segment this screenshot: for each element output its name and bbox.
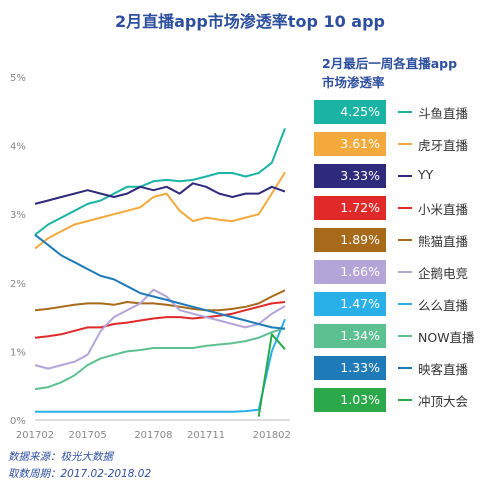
x-tick-label: 201802: [253, 430, 291, 441]
series-line-8: [34, 234, 286, 330]
legend-title: 2月最后一周各直播app 市场渗透率: [322, 54, 492, 92]
legend-value-badge: 1.33%: [314, 356, 386, 380]
legend-swatch: [398, 239, 412, 241]
legend-value-badge: 3.33%: [314, 164, 386, 188]
legend-series-name: 斗鱼直播: [418, 106, 469, 121]
legend-item: 3.33% YY: [314, 164, 494, 188]
y-tick-label: 0%: [10, 416, 26, 427]
legend-swatch: [398, 175, 412, 177]
legend-series-name: NOW直播: [418, 330, 475, 345]
y-axis: 0% 1% 2% 3% 4% 5%: [10, 73, 26, 427]
legend-item: 3.61% 虎牙直播: [314, 132, 494, 156]
x-tick-label: 201708: [134, 430, 172, 441]
legend-series-name: 小米直播: [418, 202, 469, 217]
x-tick-label: 201702: [16, 430, 54, 441]
legend-series-name: 熊猫直播: [418, 234, 469, 249]
legend-item: 1.66% 企鹅电竞: [314, 260, 494, 284]
series-line-1: [34, 171, 286, 250]
footnote-source: 数据来源：极光大数据: [8, 451, 113, 463]
legend-swatch: [398, 399, 412, 401]
legend-series-name: 企鹅电竞: [418, 266, 469, 281]
series-line-7: [34, 327, 286, 391]
chart-title: 2月直播app市场渗透率top 10 app: [114, 12, 386, 31]
legend-value-badge: 3.61%: [314, 132, 386, 156]
legend-item: 1.03% 冲顶大会: [314, 388, 494, 412]
legend-value-badge: 1.47%: [314, 292, 386, 316]
x-tick-label: 201705: [69, 430, 107, 441]
legend-item: 4.25% 斗鱼直播: [314, 100, 494, 124]
footnote-period: 取数周期：2017.02-2018.02: [8, 468, 152, 480]
legend-swatch: [398, 271, 412, 273]
series-line-6: [35, 318, 286, 413]
series-line-2: [34, 182, 286, 205]
legend-series-name: 冲顶大会: [418, 394, 469, 409]
legend-series-name: 虎牙直播: [418, 138, 469, 153]
legend-series-name: YY: [418, 167, 434, 182]
legend-value-badge: 4.25%: [314, 100, 386, 124]
series-lines: [34, 128, 286, 417]
series-line-5: [34, 288, 286, 370]
legend-swatch: [398, 367, 412, 369]
legend-swatch: [398, 111, 412, 113]
legend-swatch: [398, 335, 412, 337]
legend-item: 1.33% 映客直播: [314, 356, 494, 380]
y-tick-label: 5%: [10, 73, 26, 84]
y-tick-label: 2%: [10, 279, 26, 290]
y-tick-label: 3%: [10, 210, 26, 221]
legend-item: 1.72% 小米直播: [314, 196, 494, 220]
legend-value-badge: 1.89%: [314, 228, 386, 252]
series-line-9: [257, 333, 286, 417]
legend-value-badge: 1.66%: [314, 260, 386, 284]
x-axis: 201702 201705 201708 201711 201802: [16, 430, 291, 441]
y-tick-label: 1%: [10, 347, 26, 358]
legend-item: 1.89% 熊猫直播: [314, 228, 494, 252]
legend-item: 1.34% NOW直播: [314, 324, 494, 348]
legend-swatch: [398, 303, 412, 305]
series-line-0: [34, 128, 286, 236]
legend-series-name: 映客直播: [418, 362, 469, 377]
legend-value-badge: 1.03%: [314, 388, 386, 412]
y-tick-label: 4%: [10, 142, 26, 153]
legend-series-name: 么么直播: [418, 298, 469, 313]
legend-value-badge: 1.72%: [314, 196, 386, 220]
x-tick-label: 201711: [187, 430, 225, 441]
legend-swatch: [398, 207, 412, 209]
legend-item: 1.47% 么么直播: [314, 292, 494, 316]
legend-title-line-2: 市场渗透率: [322, 75, 385, 90]
legend-title-line-1: 2月最后一周各直播app: [322, 56, 458, 71]
series-line-4: [34, 289, 286, 312]
legend-value-badge: 1.34%: [314, 324, 386, 348]
series-line-3: [34, 301, 286, 339]
legend-swatch: [398, 143, 412, 145]
